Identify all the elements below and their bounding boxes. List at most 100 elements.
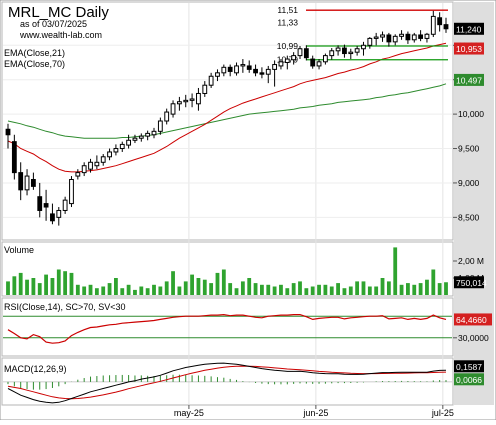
volume-bar <box>425 279 429 295</box>
rsi-pane <box>1 297 454 357</box>
volume-bar <box>196 278 201 295</box>
candle-body <box>176 101 182 105</box>
candle-body <box>386 34 392 43</box>
volume-bar <box>12 276 17 295</box>
volume-bar <box>56 269 61 295</box>
volume-bar <box>25 279 29 295</box>
level-label: 10,99 <box>277 41 299 51</box>
volume-bar <box>291 283 296 295</box>
volume-tick-label: 2,00 M <box>458 256 484 266</box>
volume-bar <box>107 283 112 295</box>
candle-body <box>443 24 449 30</box>
level-label: 11,51 <box>277 5 298 15</box>
candle-body <box>113 148 119 153</box>
candle-body <box>94 161 100 167</box>
macd-title: MACD(12,26,9) <box>4 364 67 374</box>
rsi-title: RSI(Close,14), SC>70, SV<30 <box>4 302 126 312</box>
volume-bar <box>418 283 423 295</box>
x-tick-label: may-25 <box>174 408 204 418</box>
candle-body <box>411 34 417 41</box>
price-tag: 10,953 <box>456 44 482 54</box>
candle-body <box>196 92 201 105</box>
volume-bar <box>228 283 233 295</box>
volume-bar <box>317 284 321 295</box>
candle-body <box>132 137 138 141</box>
macd-pane <box>1 357 454 406</box>
candle-body <box>69 179 74 205</box>
ema70-line <box>7 83 447 139</box>
volume-bar <box>158 286 163 295</box>
volume-bar <box>380 278 385 295</box>
candle-body <box>170 103 176 115</box>
volume-bar <box>215 272 220 295</box>
rsi-tag-box <box>454 313 492 326</box>
volume-bar <box>69 272 74 295</box>
candle-body <box>246 65 252 70</box>
candle-body <box>138 135 144 139</box>
candle-body <box>437 17 443 26</box>
candle-body <box>234 65 239 74</box>
price-tick-label: 10,000 <box>458 109 484 119</box>
candle-body <box>240 64 246 67</box>
candle-body <box>62 199 68 211</box>
price-tick-label: 8,500 <box>458 212 480 222</box>
candle-body <box>303 48 309 59</box>
candle-body <box>430 15 436 35</box>
volume-title: Volume <box>4 245 34 255</box>
candle-body <box>215 72 220 77</box>
candle-body <box>335 47 341 52</box>
candle-body <box>56 209 62 218</box>
candle-body <box>183 99 189 103</box>
rsi-tick-label: 30,0000 <box>458 333 489 343</box>
volume-bar <box>298 281 302 295</box>
volume-bar <box>329 286 334 295</box>
volume-bar <box>171 271 175 295</box>
candle-body <box>354 48 360 53</box>
ema21-label: EMA(Close,21) <box>4 48 65 58</box>
candle-body <box>265 68 271 75</box>
candle-body <box>43 203 49 208</box>
price-tag-box <box>454 42 484 55</box>
volume-bar <box>37 283 42 295</box>
price-tick-label: 9,500 <box>458 144 480 154</box>
volume-bar <box>152 284 156 295</box>
volume-bar <box>114 278 118 295</box>
candle-body <box>348 51 354 55</box>
candle-body <box>18 172 24 191</box>
candle-body <box>37 196 43 211</box>
volume-bar <box>183 281 188 295</box>
macd-tag-box <box>454 360 484 373</box>
candle-body <box>329 50 335 57</box>
macd-signal-tag-box <box>454 373 484 386</box>
volume-bar <box>393 247 398 295</box>
candle-body <box>310 58 316 67</box>
candle-body <box>424 33 430 39</box>
volume-bar <box>323 284 328 295</box>
x-tick-label: jun-25 <box>302 408 328 418</box>
candle-body <box>284 58 290 63</box>
macd-tag: 0,1587 <box>456 362 482 372</box>
candle-body <box>405 33 411 41</box>
volume-bar <box>304 288 309 295</box>
candle-body <box>151 130 157 136</box>
volume-bar <box>431 269 436 295</box>
price-tag-box <box>454 22 484 35</box>
candle-body <box>278 61 284 67</box>
volume-bar <box>266 284 271 295</box>
volume-bar <box>63 271 68 295</box>
candle-body <box>145 132 151 137</box>
level-label: 11,33 <box>277 18 298 28</box>
volume-bar <box>120 288 125 295</box>
macd-line <box>7 362 447 404</box>
volume-bar <box>406 283 410 295</box>
volume-bar <box>386 281 391 295</box>
candle-body <box>202 84 208 94</box>
candle-body <box>380 34 385 38</box>
volume-bar <box>18 272 23 295</box>
price-tag: 10,497 <box>456 75 482 85</box>
volume-bar <box>94 288 99 295</box>
ema70-label: EMA(Close,70) <box>4 59 65 69</box>
volume-bar <box>240 281 245 295</box>
